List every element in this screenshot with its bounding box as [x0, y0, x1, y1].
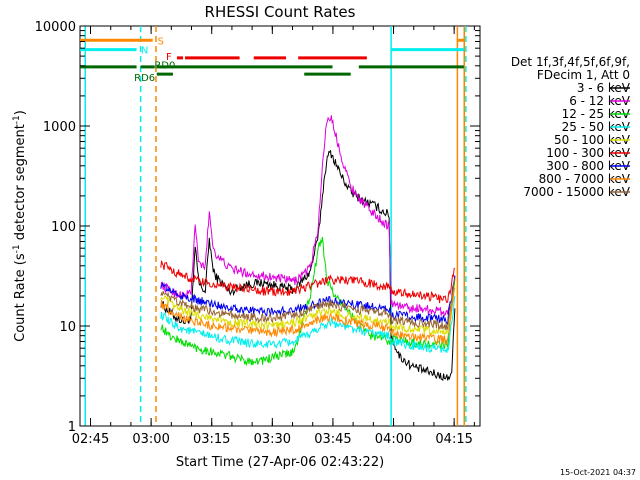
legend-entry-0: 3 - 6 keV	[577, 81, 631, 95]
series-line-2	[160, 237, 456, 367]
y-axis-ticks: 1 10 100 1000 10000	[35, 20, 480, 435]
y-axis-label-main: Count Rate (s	[13, 253, 28, 342]
series-group	[160, 115, 456, 382]
x-tick-label-1: 03:00	[132, 432, 169, 447]
series-line-0	[160, 150, 456, 382]
x-axis-label: Start Time (27-Apr-06 02:43:22)	[176, 455, 384, 470]
flag-label-rd0: RD0	[154, 61, 175, 72]
series-line-7	[160, 287, 456, 346]
flag-label-rd6: RD6	[134, 73, 155, 84]
flag-label-s: S	[158, 36, 164, 47]
legend-entry-7: 800 - 7000 keV	[539, 172, 631, 186]
series-line-3	[160, 295, 456, 354]
y-axis-label-sup: -1	[12, 244, 22, 253]
chart-title: RHESSI Count Rates	[205, 3, 356, 21]
legend-entry-5: 100 - 300 keV	[546, 146, 630, 160]
x-axis-ticks: 02:45 03:00 03:15 03:30 03:45 04:00 04:15	[72, 26, 475, 447]
legend-entry-8: 7000 - 15000 keV	[523, 185, 630, 199]
x-tick-label-5: 04:00	[375, 432, 412, 447]
y-tick-label-3: 1000	[43, 120, 76, 135]
x-tick-label-3: 03:30	[254, 432, 291, 447]
legend-title-line1: Det 1f,3f,4f,5f,6f,9f,	[511, 55, 630, 69]
x-tick-label-6: 04:15	[435, 432, 472, 447]
legend-entry-4: 50 - 100 keV	[554, 133, 631, 147]
legend: Det 1f,3f,4f,5f,6f,9f, FDecim 1, Att 0 3…	[511, 55, 631, 199]
legend-entry-3: 25 - 50 keV	[562, 120, 631, 134]
y-tick-label-4: 10000	[35, 20, 76, 35]
legend-title-line2: FDecim 1, Att 0	[537, 68, 630, 82]
y-axis-label-close: )	[13, 110, 28, 115]
generation-timestamp: 15-Oct-2021 04:37	[560, 468, 636, 477]
flag-label-n: N	[141, 46, 148, 57]
x-tick-label-2: 03:15	[193, 432, 230, 447]
legend-entry-6: 300 - 800 keV	[546, 159, 630, 173]
vertical-markers	[84, 26, 467, 426]
y-axis-label: Count Rate (s-1 detector segment-1)	[12, 110, 28, 342]
y-tick-label-0: 1	[68, 420, 76, 435]
y-axis-label-tail: detector segment	[13, 124, 28, 244]
flag-label-f: F	[166, 52, 172, 63]
y-axis-label-sup2: -1	[12, 115, 22, 124]
legend-entry-2: 12 - 25 keV	[562, 107, 631, 121]
x-tick-label-4: 03:45	[314, 432, 351, 447]
y-tick-label-1: 10	[59, 320, 76, 335]
x-tick-label-0: 02:45	[72, 432, 109, 447]
series-line-1	[160, 115, 456, 317]
series-line-8	[160, 278, 456, 330]
series-line-4	[160, 284, 456, 337]
y-tick-label-2: 100	[51, 220, 76, 235]
legend-entry-1: 6 - 12 keV	[569, 94, 631, 108]
series-line-5	[160, 260, 456, 304]
